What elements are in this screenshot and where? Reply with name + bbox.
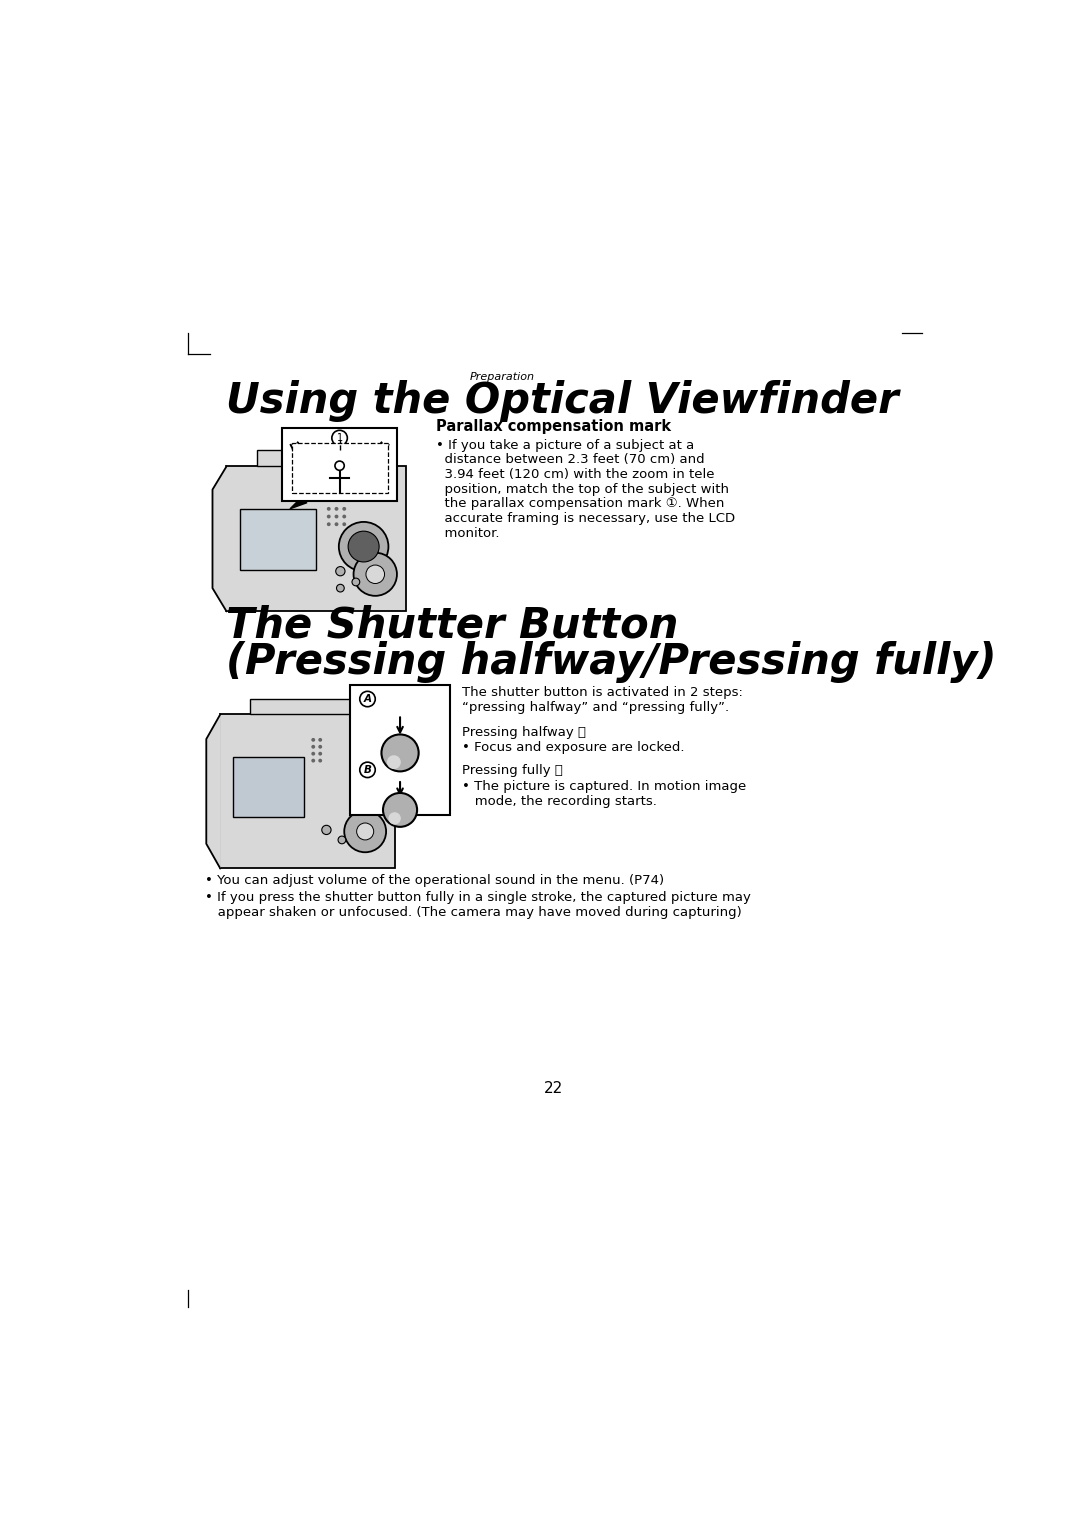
Bar: [350, 685, 449, 815]
Text: Pressing halfway Ⓐ: Pressing halfway Ⓐ: [462, 726, 586, 739]
Text: B: B: [364, 765, 372, 775]
Bar: [257, 450, 391, 467]
Circle shape: [353, 552, 397, 595]
Circle shape: [311, 752, 315, 755]
Polygon shape: [206, 714, 220, 868]
Text: accurate framing is necessary, use the LCD: accurate framing is necessary, use the L…: [435, 511, 734, 525]
Circle shape: [327, 522, 330, 526]
Text: A: A: [364, 694, 372, 703]
Text: • If you take a picture of a subject at a: • If you take a picture of a subject at …: [435, 439, 694, 452]
Circle shape: [319, 745, 322, 749]
Circle shape: [336, 566, 345, 575]
Circle shape: [339, 522, 389, 571]
Text: position, match the top of the subject with: position, match the top of the subject w…: [435, 482, 729, 496]
Text: The shutter button is activated in 2 steps:: The shutter button is activated in 2 ste…: [462, 687, 743, 699]
Text: distance between 2.3 feet (70 cm) and: distance between 2.3 feet (70 cm) and: [435, 453, 704, 467]
Circle shape: [319, 752, 322, 755]
Circle shape: [345, 810, 387, 852]
Circle shape: [338, 836, 346, 844]
Circle shape: [342, 507, 347, 511]
Circle shape: [381, 734, 419, 772]
Text: (Pressing halfway/Pressing fully): (Pressing halfway/Pressing fully): [227, 641, 997, 684]
Circle shape: [342, 522, 347, 526]
Text: • The picture is captured. In motion image: • The picture is captured. In motion ima…: [462, 780, 746, 794]
Circle shape: [366, 565, 384, 583]
Circle shape: [322, 826, 332, 835]
Polygon shape: [291, 501, 307, 508]
Bar: [232, 757, 303, 816]
Text: 1: 1: [337, 433, 342, 443]
Circle shape: [348, 531, 379, 562]
Circle shape: [335, 507, 338, 511]
Text: Parallax compensation mark: Parallax compensation mark: [435, 420, 671, 433]
Text: monitor.: monitor.: [435, 526, 499, 540]
Bar: [227, 467, 406, 612]
Circle shape: [337, 584, 345, 592]
Circle shape: [335, 461, 345, 470]
Text: 3.94 feet (120 cm) with the zoom in tele: 3.94 feet (120 cm) with the zoom in tele: [435, 468, 714, 481]
Text: The Shutter Button: The Shutter Button: [227, 604, 679, 647]
Circle shape: [327, 514, 330, 519]
Circle shape: [335, 514, 338, 519]
Text: mode, the recording starts.: mode, the recording starts.: [462, 795, 657, 807]
Circle shape: [311, 739, 315, 742]
Circle shape: [383, 794, 417, 827]
Circle shape: [387, 755, 401, 769]
Circle shape: [311, 745, 315, 749]
Text: Pressing fully Ⓑ: Pressing fully Ⓑ: [462, 765, 563, 777]
Text: Preparation: Preparation: [470, 372, 535, 382]
Text: Using the Optical Viewfinder: Using the Optical Viewfinder: [227, 380, 899, 421]
Text: • Focus and exposure are locked.: • Focus and exposure are locked.: [462, 742, 685, 754]
Circle shape: [311, 758, 315, 763]
Bar: [362, 450, 389, 461]
Text: appear shaken or unfocused. (The camera may have moved during capturing): appear shaken or unfocused. (The camera …: [205, 906, 742, 919]
Text: “pressing halfway” and “pressing fully”.: “pressing halfway” and “pressing fully”.: [462, 702, 729, 714]
Circle shape: [327, 507, 330, 511]
Bar: [249, 699, 378, 714]
Circle shape: [335, 522, 338, 526]
Text: • You can adjust volume of the operational sound in the menu. (P74): • You can adjust volume of the operation…: [205, 874, 664, 887]
Text: • If you press the shutter button fully in a single stroke, the captured picture: • If you press the shutter button fully …: [205, 891, 751, 903]
Bar: [282, 427, 397, 501]
Circle shape: [342, 514, 347, 519]
Circle shape: [319, 758, 322, 763]
Circle shape: [389, 812, 401, 824]
Text: the parallax compensation mark ①. When: the parallax compensation mark ①. When: [435, 497, 724, 510]
Bar: [241, 508, 316, 571]
Circle shape: [319, 739, 322, 742]
Circle shape: [356, 823, 374, 839]
Bar: [352, 699, 378, 710]
Polygon shape: [213, 467, 227, 612]
FancyBboxPatch shape: [292, 444, 388, 493]
Bar: [220, 714, 394, 868]
Circle shape: [352, 578, 360, 586]
Text: 22: 22: [544, 1082, 563, 1096]
